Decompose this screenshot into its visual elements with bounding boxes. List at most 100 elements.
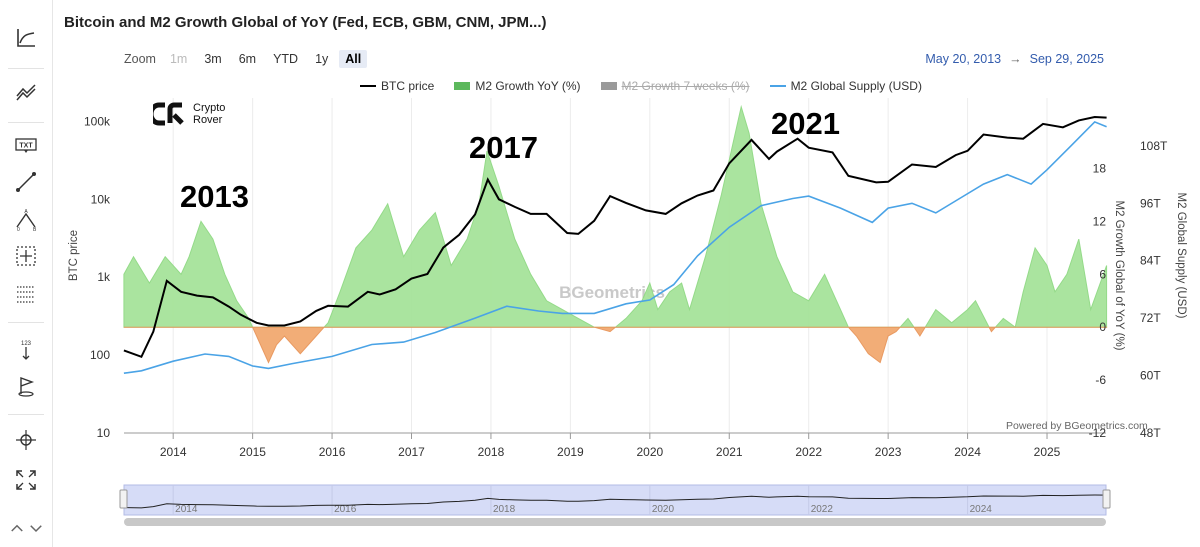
date-range: May 20, 2013 → Sep 29, 2025 <box>925 52 1104 66</box>
zoom-selector: Zoom 1m 3m 6m YTD 1y All <box>124 50 372 68</box>
y-right2-tick-label: 60T <box>1140 369 1161 383</box>
navigator: 2014 2016 2018 2020 2022 2024 <box>119 484 1111 526</box>
x-tick-label: 2021 <box>716 445 743 459</box>
m2-supply-path <box>123 120 1107 374</box>
y-right2-tick-label: 96T <box>1140 196 1161 210</box>
m2-growth-negative-area <box>123 326 1108 364</box>
legend-btc-price[interactable]: BTC price <box>360 79 434 93</box>
y-left-axis-title: BTC price <box>68 230 80 281</box>
tool-sidebar: TXT A 0 B 123 <box>0 0 53 547</box>
legend-m2-global-supply[interactable]: M2 Global Supply (USD) <box>769 79 922 93</box>
x-tick-label: 2017 <box>398 445 425 459</box>
date-from-input[interactable]: May 20, 2013 <box>925 52 1002 66</box>
powered-by-credit[interactable]: Powered by BGeometrics.com <box>1006 420 1148 432</box>
y-right2-axis-title: M2 Global Supply (USD) <box>1175 193 1187 319</box>
navigator-window <box>123 484 1107 516</box>
x-tick-label: 2024 <box>954 445 981 459</box>
x-tick-label: 2025 <box>1034 445 1061 459</box>
svg-text:A: A <box>24 209 28 215</box>
crypto-rover-logo-icon <box>153 102 184 126</box>
y-right2-tick-label: 48T <box>1140 426 1161 440</box>
y-left-tick-label: 10k <box>91 192 111 206</box>
x-tick-label: 2015 <box>239 445 266 459</box>
svg-text:TXT: TXT <box>19 143 33 150</box>
legend: BTC price M2 Growth YoY (%) M2 Growth 7 … <box>360 79 922 93</box>
zoom-6m-button[interactable]: 6m <box>238 52 257 66</box>
y-left-tick-label: 1k <box>97 270 111 284</box>
x-tick-label: 2023 <box>875 445 902 459</box>
date-arrow: → <box>1009 52 1022 66</box>
legend-label: M2 Global Supply (USD) <box>790 79 922 93</box>
x-tick-label: 2014 <box>160 445 187 459</box>
annotation-2021: 2021 <box>771 106 840 141</box>
zoom-all-button[interactable]: All <box>339 50 368 68</box>
navigator-tick-label: 2024 <box>970 504 993 515</box>
navigator-tick-label: 2014 <box>175 504 198 515</box>
line-chart-icon[interactable] <box>10 22 42 54</box>
y-left-tick-label: 10 <box>97 426 111 440</box>
draw-line-icon[interactable] <box>10 166 42 198</box>
svg-text:0: 0 <box>17 227 20 232</box>
svg-text:B: B <box>33 227 37 232</box>
x-tick-label: 2019 <box>557 445 584 459</box>
y-right1-tick-label: 18 <box>1093 162 1107 176</box>
navigator-scrollbar[interactable] <box>124 518 1106 526</box>
btc-price-path <box>123 115 1107 359</box>
crypto-rover-logo: Crypto Rover <box>153 102 225 126</box>
indicators-icon[interactable] <box>10 76 42 108</box>
legend-m2-growth-7w[interactable]: M2 Growth 7 weeks (%) <box>600 79 750 93</box>
crosshair-box-icon[interactable] <box>10 240 42 272</box>
zoom-1y-button[interactable]: 1y <box>315 52 329 66</box>
date-to-input[interactable]: Sep 29, 2025 <box>1029 52 1104 66</box>
x-tick-label: 2020 <box>636 445 663 459</box>
y-right1-tick-label: 0 <box>1099 320 1106 334</box>
navigator-tick-label: 2022 <box>811 504 834 515</box>
x-tick-label: 2022 <box>795 445 822 459</box>
annotation-2017: 2017 <box>469 130 538 165</box>
btc-price-line <box>123 115 1107 359</box>
collapse-down-icon[interactable] <box>27 512 45 544</box>
legend-label: M2 Growth 7 weeks (%) <box>621 79 750 93</box>
legend-label: BTC price <box>381 79 435 93</box>
y-right2-tick-label: 84T <box>1140 254 1161 268</box>
y-left-tick-label: 100k <box>84 114 111 128</box>
y-right1-tick-label: 6 <box>1099 267 1106 281</box>
fullscreen-icon[interactable] <box>10 464 42 496</box>
m2-supply-line <box>123 120 1107 374</box>
logo-line1: Crypto <box>193 102 226 114</box>
y-right2-tick-label: 72T <box>1140 311 1161 325</box>
text-label-icon[interactable]: TXT <box>10 130 42 162</box>
crosshair-icon[interactable] <box>10 424 42 456</box>
zoom-label: Zoom <box>124 52 156 66</box>
y-right1-tick-label: -6 <box>1095 373 1106 387</box>
navigator-series-line <box>123 494 1107 509</box>
legend-m2-growth-yoy[interactable]: M2 Growth YoY (%) <box>454 79 581 93</box>
y-right1-tick-label: -12 <box>1089 426 1107 440</box>
navigator-tick-label: 2020 <box>652 504 675 515</box>
navigator-right-handle[interactable] <box>1102 489 1111 509</box>
horizontal-lines-icon[interactable] <box>10 278 42 310</box>
grid <box>172 98 1048 433</box>
flag-icon[interactable] <box>10 370 42 402</box>
navigator-left-handle[interactable] <box>119 489 128 509</box>
fibonacci-icon[interactable]: A 0 B <box>10 204 42 236</box>
y-right2-tick-label: 108T <box>1140 139 1168 153</box>
measure-icon[interactable]: 123 <box>10 334 42 366</box>
chart-title: Bitcoin and M2 Growth Global of YoY (Fed… <box>64 14 547 31</box>
zoom-ytd-button[interactable]: YTD <box>273 52 299 66</box>
navigator-tick-label: 2016 <box>334 504 357 515</box>
m2-growth-area <box>123 104 1108 364</box>
x-tick-label: 2018 <box>478 445 505 459</box>
watermark: BGeometrics <box>559 283 665 302</box>
collapse-up-icon[interactable] <box>8 512 26 544</box>
zoom-3m-button[interactable]: 3m <box>204 52 222 66</box>
y-right1-tick-label: 12 <box>1093 214 1107 228</box>
annotation-2013: 2013 <box>180 179 249 214</box>
navigator-tick-label: 2018 <box>493 504 516 515</box>
logo-line2: Rover <box>193 114 223 126</box>
y-left-tick-label: 100 <box>90 348 110 362</box>
zoom-1m-button[interactable]: 1m <box>169 52 188 66</box>
legend-label: M2 Growth YoY (%) <box>475 79 581 93</box>
svg-text:123: 123 <box>21 341 32 347</box>
